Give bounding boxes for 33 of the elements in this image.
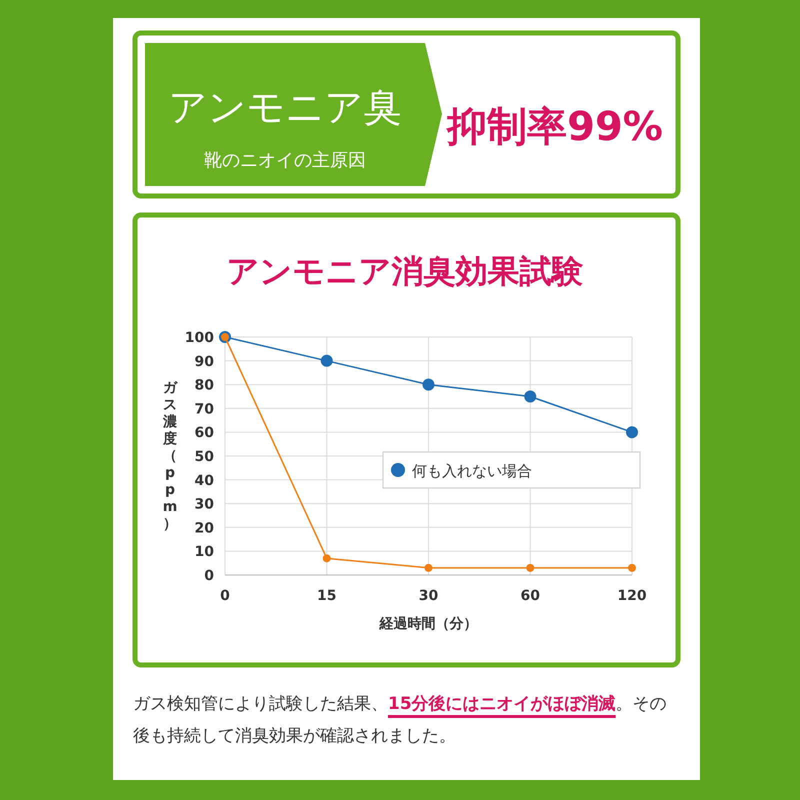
point	[424, 564, 432, 572]
x-tick-label: 15	[317, 588, 336, 604]
y-tick-label: 30	[194, 496, 214, 513]
point	[320, 354, 333, 367]
legend: 何も入れない場合	[382, 452, 640, 488]
y-tick-label: 70	[194, 401, 214, 418]
y-tick-label: 60	[194, 425, 214, 442]
point	[626, 426, 638, 438]
y-tick-label: 80	[194, 378, 214, 394]
point	[524, 390, 536, 402]
y-tick-label: 0	[204, 568, 214, 584]
legend-label: 何も入れない場合	[412, 462, 532, 480]
chart-title: アンモニア消臭効果試験	[226, 252, 584, 290]
x-tick-label: 120	[617, 588, 647, 604]
point	[628, 564, 636, 572]
y-tick-label: 10	[194, 544, 214, 560]
y-tick-label: 50	[194, 449, 214, 465]
y-tick-label: 20	[194, 520, 214, 536]
x-tick-label: 0	[220, 588, 230, 604]
point	[422, 378, 434, 391]
y-tick-label: 90	[194, 354, 214, 370]
text: 靴のニオイの主原因	[204, 150, 366, 171]
text: 抑制率99%	[446, 104, 663, 150]
y-tick-label: 40	[194, 472, 214, 489]
x-tick-label: 60	[520, 588, 540, 604]
point	[526, 564, 534, 572]
x-axis-title: 経過時間（分）	[378, 616, 478, 632]
x-tick-label: 30	[418, 588, 438, 604]
text: アンモニア臭	[168, 85, 402, 129]
text: ガス検知管により試験した結果、15分後にはニオイがほぼ消滅。その後も持続して消臭効果が確認されました。	[133, 694, 667, 746]
y-tick-label: 100	[184, 330, 214, 346]
text: ガス濃度（ppm）	[162, 380, 178, 532]
point	[322, 554, 331, 562]
